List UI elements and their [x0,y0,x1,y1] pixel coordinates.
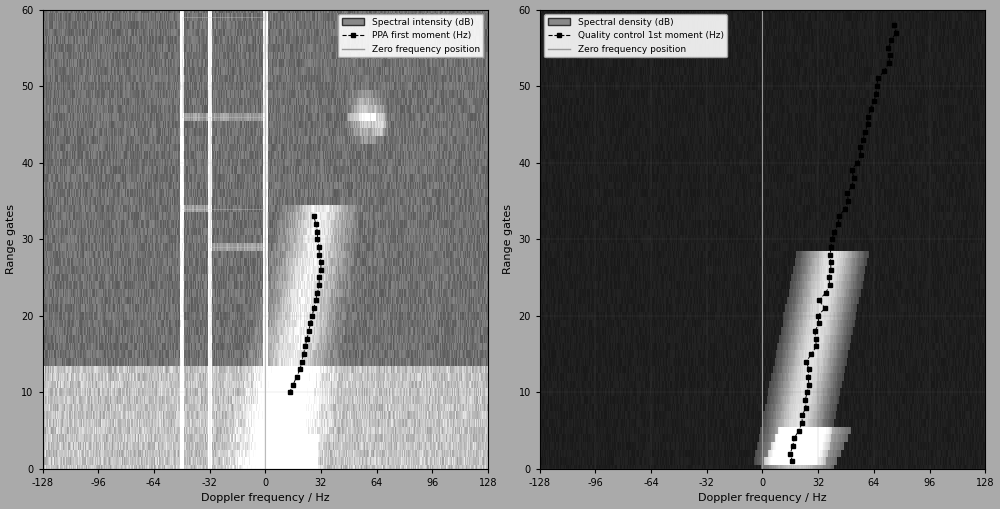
X-axis label: Doppler frequency / Hz: Doppler frequency / Hz [201,493,330,503]
Legend: Spectral density (dB), Quality control 1st moment (Hz), Zero frequency position: Spectral density (dB), Quality control 1… [544,14,727,58]
Legend: Spectral intensity (dB), PPA first moment (Hz), Zero frequency position: Spectral intensity (dB), PPA first momen… [338,14,483,58]
Y-axis label: Range gates: Range gates [6,204,16,274]
Y-axis label: Range gates: Range gates [503,204,513,274]
X-axis label: Doppler frequency / Hz: Doppler frequency / Hz [698,493,827,503]
